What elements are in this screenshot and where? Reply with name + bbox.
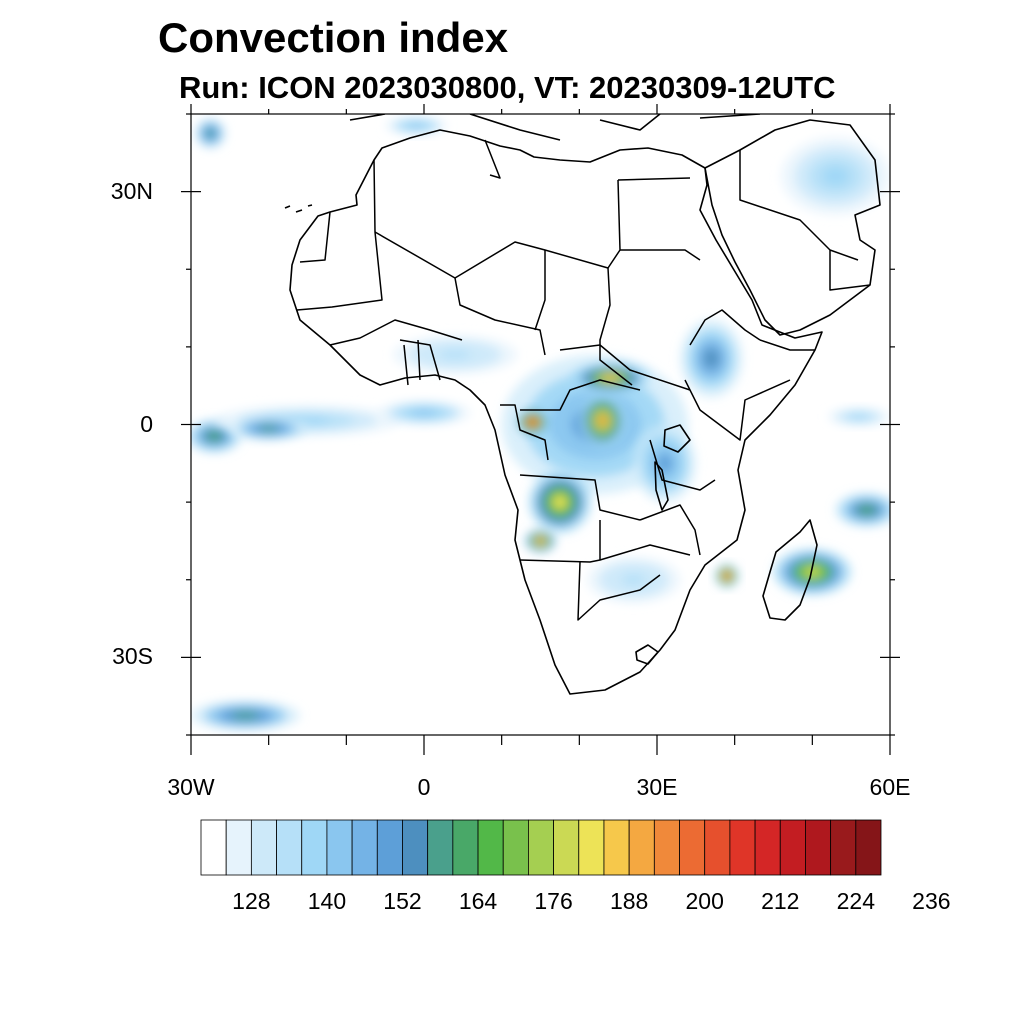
- colorbar-swatch: [351, 819, 378, 876]
- convection-cell-angola-core: [528, 471, 591, 534]
- chart-title: Convection index: [158, 14, 509, 61]
- convection-cell-mediterranean: [385, 116, 448, 135]
- axis-ticks: [181, 104, 900, 755]
- colorbar-tick-label: 176: [534, 888, 573, 914]
- convection-cell-angola-south: [524, 529, 557, 553]
- colorbar-swatch: [628, 819, 655, 876]
- convection-cell-mozambique-channel: [715, 564, 739, 588]
- arabia-coastline: [704, 119, 881, 336]
- lon-tick-label: 30W: [167, 774, 215, 800]
- colorbar-swatch: [578, 819, 605, 876]
- colorbar-tick-label: 128: [232, 888, 271, 914]
- colorbar-swatch: [502, 819, 529, 876]
- convection-cell-arabian-peninsula: [781, 137, 890, 215]
- colorbar-swatch: [805, 819, 832, 876]
- colorbar: [200, 819, 882, 876]
- colorbar-tick-label: 188: [609, 888, 649, 914]
- chart-subtitle: Run: ICON 2023030800, VT: 20230309-12UTC: [179, 70, 836, 105]
- colorbar-tick-label: 152: [383, 888, 422, 914]
- convection-cell-gabon-hotspot: [517, 409, 549, 435]
- colorbar-swatch: [779, 819, 806, 876]
- lon-tick-label: 60E: [869, 774, 911, 800]
- colorbar-tick-label: 164: [458, 888, 498, 914]
- colorbar-swatch: [679, 819, 706, 876]
- lake-tanganyika: [654, 461, 669, 511]
- europe-coastline: [349, 114, 761, 141]
- lake-victoria: [663, 424, 691, 453]
- lat-tick-label: 0: [140, 410, 153, 437]
- colorbar-swatch: [276, 819, 303, 876]
- convection-cell-west-africa-coast: [392, 335, 518, 375]
- colorbar-tick-label: 140: [307, 888, 347, 914]
- madagascar-coastline: [762, 519, 818, 621]
- convection-cell-indian-ocean-east: [835, 492, 890, 527]
- colorbar-swatch: [452, 819, 479, 876]
- colorbar-swatch: [376, 819, 403, 876]
- colorbar-swatch: [200, 819, 227, 876]
- colorbar-swatch: [653, 819, 680, 876]
- colorbar-tick-label: 212: [761, 888, 800, 914]
- colorbar-tick-label: 224: [836, 888, 875, 914]
- colorbar-swatch: [427, 819, 454, 876]
- colorbar-swatch: [704, 819, 731, 876]
- colorbar-swatch: [225, 819, 252, 876]
- convection-cell-gulf-guinea: [377, 400, 471, 426]
- colorbar-swatch: [528, 819, 554, 876]
- colorbar-swatch: [855, 819, 882, 876]
- colorbar-swatch: [729, 819, 756, 876]
- lat-tick-label: 30N: [110, 177, 153, 204]
- convection-cell-ethiopia-highlands: [680, 319, 743, 398]
- colorbar-swatch: [477, 819, 504, 876]
- lon-tick-label: 0: [417, 774, 431, 800]
- colorbar-swatch: [830, 819, 857, 876]
- lon-tick-label: 30E: [636, 774, 678, 800]
- colorbar-swatch: [754, 819, 781, 876]
- colorbar-swatch: [250, 819, 277, 876]
- colorbar-tick-label: 236: [912, 888, 951, 914]
- convection-field: [191, 116, 890, 732]
- convection-cell-indian-ocean-equator: [827, 407, 890, 427]
- colorbar-tick-label: 200: [685, 888, 724, 914]
- convection-cell-southern-africa-plateau: [587, 556, 681, 604]
- colorbar-swatch: [402, 819, 429, 876]
- africa-coastline: [289, 129, 823, 695]
- convection-cell-north-atlantic-corner: [194, 117, 226, 149]
- lat-tick-label: 30S: [112, 643, 153, 670]
- convection-cell-south-atlantic: [191, 700, 300, 732]
- lesotho: [635, 644, 659, 665]
- convection-cell-madagascar-east: [773, 548, 852, 596]
- convection-cell-drc-core: [579, 393, 626, 448]
- canary-islands: [284, 204, 313, 213]
- country-borders: [296, 139, 871, 621]
- coastlines-and-borders: [284, 114, 881, 695]
- colorbar-swatch: [553, 819, 580, 876]
- colorbar-swatch: [301, 819, 328, 876]
- convection-cell-atlantic-band-core: [229, 415, 308, 441]
- colorbar-swatch: [603, 819, 630, 876]
- colorbar-swatch: [326, 819, 353, 876]
